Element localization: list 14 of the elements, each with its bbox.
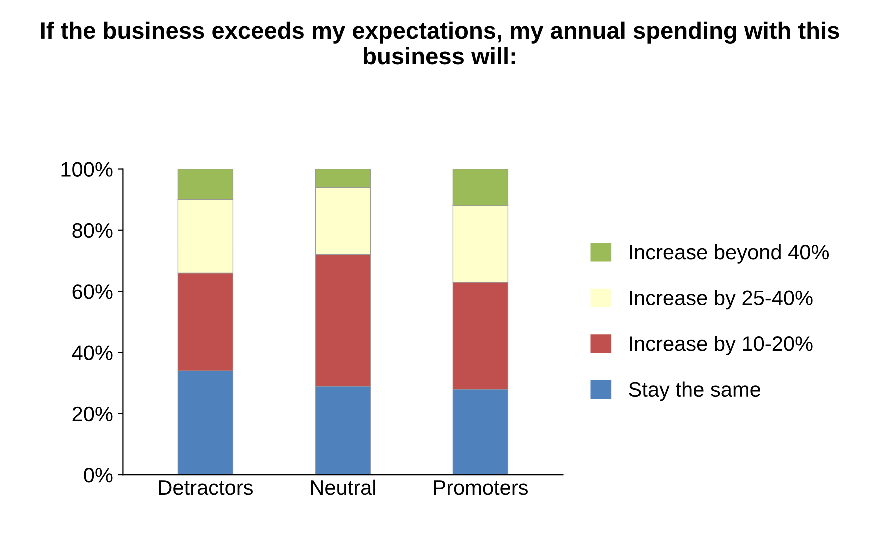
y-tick-label: 80% — [72, 223, 113, 238]
y-tick-label: 20% — [72, 406, 113, 422]
legend-label: Stay the same — [629, 382, 760, 402]
y-tick-label: 60% — [72, 284, 113, 300]
x-tick-label: Detractors — [159, 480, 253, 496]
x-tick-label: Promoters — [434, 480, 528, 496]
y-tick-label: 0% — [84, 468, 113, 483]
legend-label: Increase beyond 40% — [630, 244, 830, 264]
y-tick-label: 40% — [72, 346, 113, 360]
legend-label: Increase by 10-20% — [630, 336, 813, 356]
y-tick-label: 100% — [62, 162, 113, 178]
legend-label: Increase by 25-40% — [630, 290, 813, 310]
chart-title: If the business exceeds my expectations, my annual spending with this business will: — [41, 22, 840, 65]
x-tick-label: Neutral — [311, 480, 376, 496]
